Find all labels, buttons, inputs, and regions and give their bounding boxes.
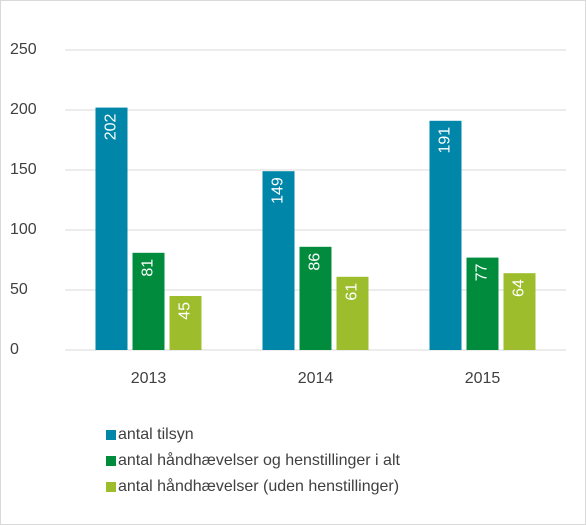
y-tick-label: 250 — [10, 41, 37, 58]
bar — [169, 296, 202, 350]
bar — [429, 120, 462, 350]
bar — [95, 107, 128, 350]
value-label: 149 — [270, 177, 287, 204]
value-label: 81 — [140, 259, 157, 277]
legend-label: antal håndhævelser (uden henstillinger) — [118, 477, 399, 495]
bar — [503, 273, 536, 350]
y-tick-label: 100 — [10, 221, 37, 238]
bar — [299, 246, 332, 350]
x-tick-label: 2014 — [298, 370, 334, 387]
y-tick-label: 200 — [10, 101, 37, 118]
x-tick-label: 2013 — [131, 370, 167, 387]
value-label: 77 — [474, 263, 491, 281]
value-label: 61 — [344, 283, 361, 301]
value-label: 202 — [103, 114, 120, 141]
bar — [132, 252, 165, 350]
value-label: 86 — [307, 253, 324, 271]
y-tick-label: 50 — [10, 281, 28, 298]
y-tick-label: 150 — [10, 161, 37, 178]
y-tick-label: 0 — [10, 341, 19, 358]
legend-swatch — [106, 430, 116, 440]
legend-swatch — [106, 456, 116, 466]
value-label: 64 — [511, 279, 528, 297]
legend-label: antal tilsyn — [118, 426, 194, 443]
value-label: 191 — [437, 127, 454, 154]
bar — [336, 276, 369, 350]
legend-label: antal håndhævelser og henstillinger i al… — [118, 451, 401, 469]
legend-swatch — [106, 482, 116, 492]
bar — [466, 257, 499, 350]
value-label: 45 — [177, 302, 194, 320]
bar — [262, 171, 295, 350]
x-tick-label: 2015 — [465, 370, 501, 387]
